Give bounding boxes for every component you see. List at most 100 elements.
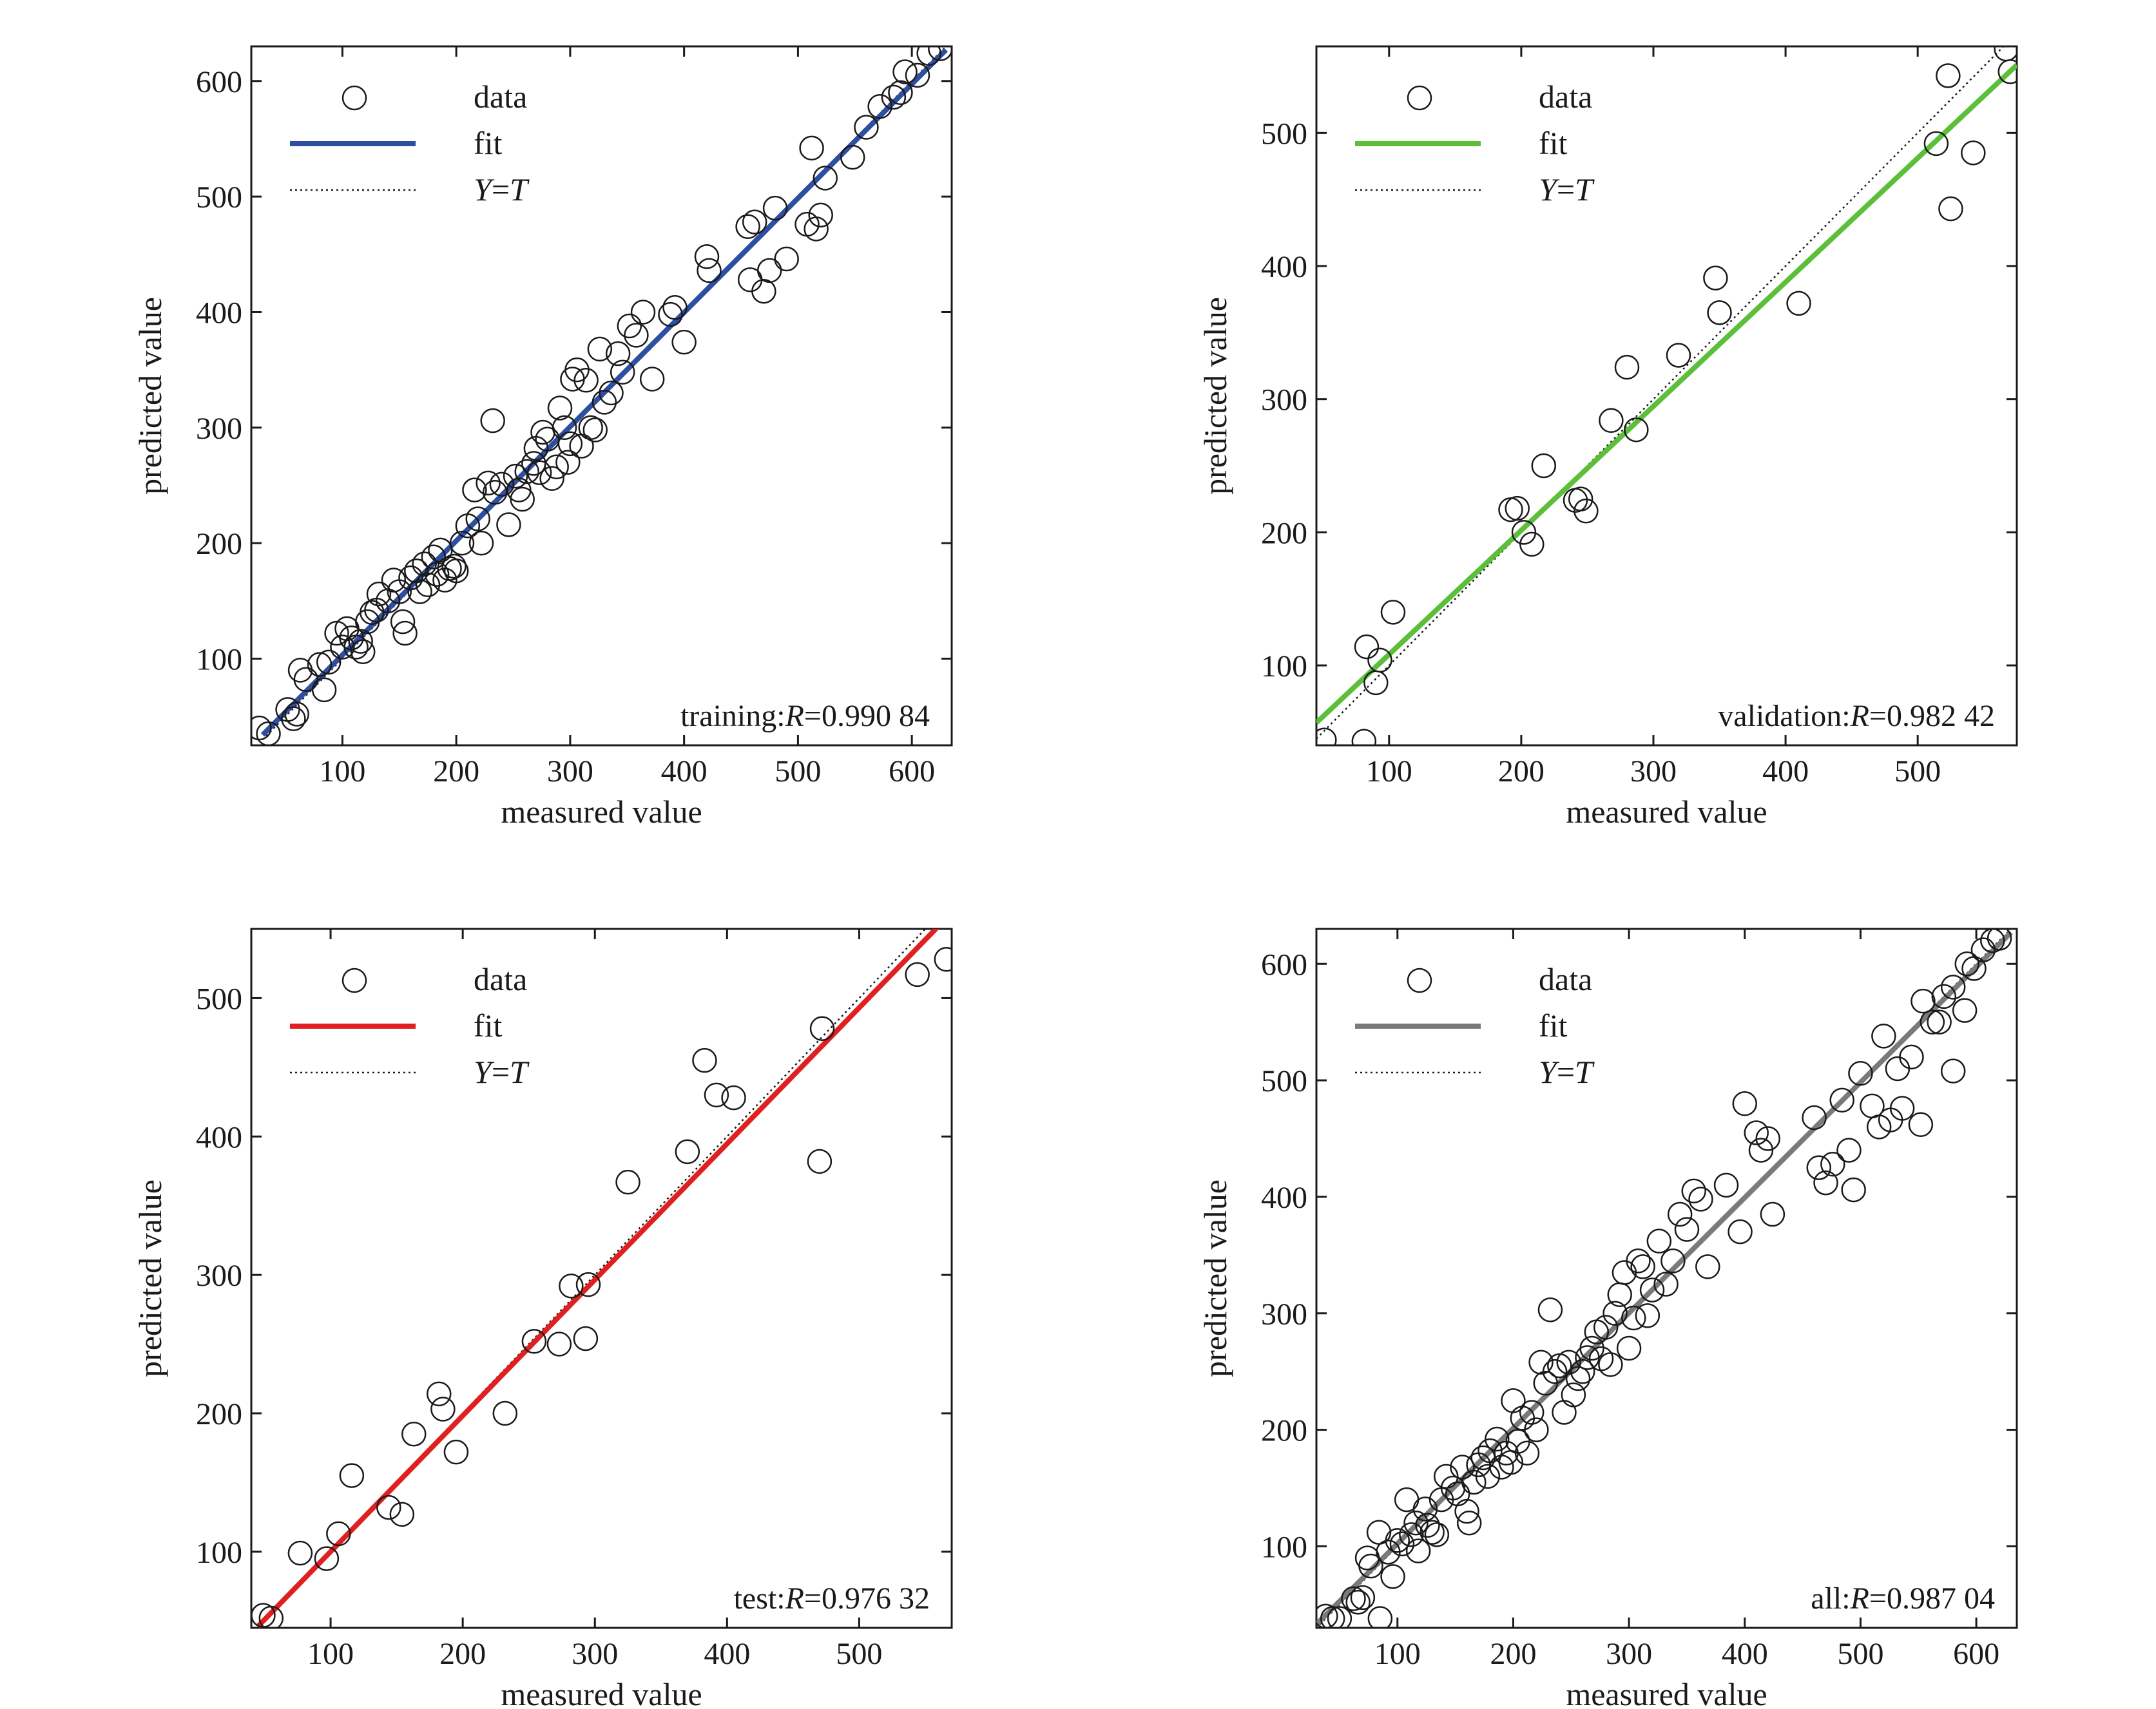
data-point xyxy=(1940,975,1966,1000)
data-point xyxy=(441,553,467,579)
data-point xyxy=(1994,46,2017,62)
data-layer xyxy=(251,929,952,1628)
fit-line xyxy=(1316,63,2017,725)
data-point xyxy=(1616,1335,1642,1361)
identity-line xyxy=(1316,46,2005,740)
data-layer xyxy=(251,46,952,745)
y-tick-label: 500 xyxy=(196,180,242,215)
data-point xyxy=(1732,1091,1758,1116)
data-point xyxy=(530,419,555,445)
legend-data-marker xyxy=(342,85,367,111)
data-point xyxy=(1744,1120,1769,1145)
data-point xyxy=(1405,1538,1431,1563)
data-point xyxy=(575,1272,601,1297)
r-prefix: training: xyxy=(680,699,785,733)
data-point xyxy=(799,135,824,161)
data-point xyxy=(1367,647,1392,673)
data-point xyxy=(854,115,879,140)
data-point xyxy=(555,450,581,475)
y-axis-label: predicted value xyxy=(1197,1179,1233,1377)
data-point xyxy=(721,1085,746,1111)
legend-yt-y: Y xyxy=(1539,171,1560,207)
data-point xyxy=(675,1139,700,1165)
data-point xyxy=(1399,1522,1424,1547)
r-annotation: test:R=0.976 32 xyxy=(734,1581,930,1616)
r-symbol: R xyxy=(1850,1581,1869,1616)
data-point xyxy=(348,629,373,654)
data-point xyxy=(1568,486,1593,511)
data-point xyxy=(1674,1217,1700,1242)
legend-yt-y: Y xyxy=(474,1054,495,1090)
data-point xyxy=(1367,1606,1393,1628)
data-point xyxy=(774,246,799,272)
legend-yt-t: T xyxy=(1575,1054,1595,1090)
data-point xyxy=(573,368,599,393)
data-point xyxy=(762,195,788,221)
data-point xyxy=(1511,520,1537,545)
data-point xyxy=(1728,1219,1753,1245)
data-point xyxy=(1681,1178,1706,1204)
data-point xyxy=(605,341,631,367)
data-point xyxy=(1848,1060,1873,1086)
legend-yt-t: T xyxy=(510,171,530,207)
data-point xyxy=(1433,1464,1459,1489)
data-point xyxy=(1836,1138,1862,1163)
data-point xyxy=(804,216,829,242)
data-point xyxy=(521,1329,547,1354)
y-tick-label: 300 xyxy=(196,412,242,446)
data-point xyxy=(1666,343,1691,368)
data-point xyxy=(1806,1155,1832,1180)
data-point xyxy=(449,530,475,556)
x-tick-label: 600 xyxy=(889,754,935,788)
data-point xyxy=(658,301,683,327)
x-tick-label: 500 xyxy=(1894,754,1941,788)
y-tick-label: 200 xyxy=(196,527,242,561)
panel-validation: 100 200 300 400 500 100 200 300 400 500 measured v… xyxy=(1197,45,2018,830)
data-point xyxy=(316,649,342,675)
data-point xyxy=(1931,984,1957,1009)
plot-frame xyxy=(1315,45,2018,747)
data-point xyxy=(794,211,820,237)
data-point xyxy=(412,551,437,577)
fit-line xyxy=(256,929,939,1628)
x-axis-label: measured value xyxy=(501,1676,702,1709)
data-point xyxy=(1841,1177,1866,1203)
data-point xyxy=(807,1149,833,1174)
data-point xyxy=(443,558,469,584)
r-prefix: validation: xyxy=(1718,699,1850,733)
data-point xyxy=(376,1494,401,1520)
panel-test: 100 200 300 400 500 100 200 300 400 500 measured v… xyxy=(132,928,953,1709)
data-point xyxy=(1952,998,1978,1023)
y-tick-label: 400 xyxy=(196,1120,242,1154)
x-axis-label: measured value xyxy=(1566,794,1767,830)
data-point xyxy=(1380,1564,1405,1589)
panel-all: 100 200 300 400 500 600 100 200 300 400 500 600 meas… xyxy=(1197,928,2018,1709)
legend-fit-label: fit xyxy=(1539,1007,1568,1044)
data-point xyxy=(1320,1606,1345,1628)
data-point xyxy=(546,1332,572,1357)
data-point xyxy=(1316,727,1337,745)
data-point xyxy=(1598,1352,1623,1377)
y-tick-label: 200 xyxy=(196,1397,242,1431)
data-point xyxy=(476,470,501,496)
x-tick-label: 200 xyxy=(1490,1637,1536,1671)
legend-yt-eq: = xyxy=(492,171,510,207)
data-point xyxy=(1923,131,1949,157)
data-point xyxy=(1626,1248,1651,1274)
data-point xyxy=(1713,1172,1739,1198)
data-point xyxy=(1385,1528,1410,1553)
data-point xyxy=(1997,59,2017,84)
r-annotation: training:R=0.990 84 xyxy=(680,699,930,733)
y-axis-label: predicted value xyxy=(132,297,168,495)
data-point xyxy=(624,323,649,348)
legend-data-label: data xyxy=(474,961,527,997)
data-point xyxy=(1389,1531,1415,1557)
data-point xyxy=(1424,1522,1450,1547)
x-tick-label: 200 xyxy=(1498,754,1545,788)
data-point xyxy=(1871,1024,1896,1049)
data-point xyxy=(1820,1152,1845,1177)
data-point xyxy=(1537,1297,1563,1322)
data-point xyxy=(662,295,688,320)
data-point xyxy=(704,1082,729,1108)
